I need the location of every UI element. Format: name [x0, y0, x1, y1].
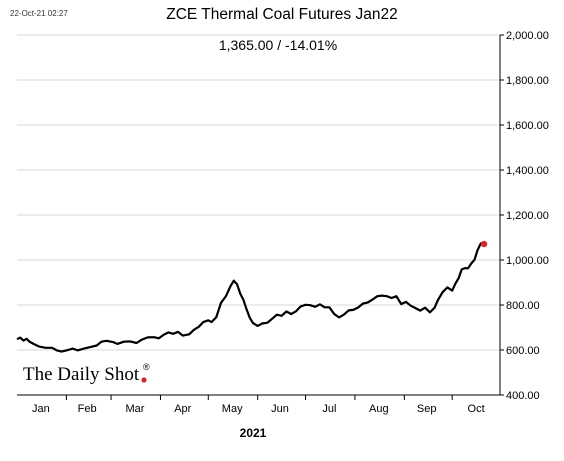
x-tick-label: Aug [369, 403, 389, 415]
x-tick-label: Mar [125, 403, 144, 415]
x-tick-label: Apr [174, 403, 191, 415]
y-tick-label: 2,000.00 [506, 30, 549, 42]
logo-text: The Daily Shot [23, 364, 140, 385]
x-tick-label: Jun [271, 403, 289, 415]
x-tick-label: Oct [468, 403, 485, 415]
y-axis-ticks: 400.00 600.00 800.00 1,000.00 1,200.00 1,400.… [500, 30, 549, 402]
logo-dot-icon [141, 377, 147, 383]
y-tick-label: 1,200.00 [506, 210, 549, 222]
x-tick-label: Feb [78, 403, 97, 415]
headline-value: 1,365.00 / -14.01% [219, 37, 337, 53]
y-tick-label: 1,800.00 [506, 75, 549, 87]
timestamp: 22-Oct-21 02:27 [10, 9, 68, 18]
x-axis-ticks: Jan Feb Mar Apr May Jun Jul Aug Sep Oct [32, 395, 485, 415]
x-tick-label: Jul [322, 403, 336, 415]
y-tick-label: 1,000.00 [506, 255, 549, 267]
y-tick-label: 600.00 [506, 345, 540, 357]
x-axis-label: 2021 [240, 426, 267, 440]
x-tick-label: Jan [32, 403, 50, 415]
y-tick-label: 1,600.00 [506, 120, 549, 132]
logo-registered-mark: ® [143, 362, 150, 372]
y-tick-label: 800.00 [506, 300, 540, 312]
y-tick-label: 400.00 [506, 390, 540, 402]
x-tick-label: Sep [417, 403, 437, 415]
last-point-marker [480, 240, 488, 248]
series-layer [16, 240, 488, 353]
x-tick-label: May [222, 403, 243, 415]
gridlines [17, 34, 500, 351]
chart-title: ZCE Thermal Coal Futures Jan22 [166, 6, 397, 23]
logo: The Daily Shot ® [23, 362, 150, 385]
y-tick-label: 1,400.00 [506, 165, 549, 177]
price-line [16, 242, 485, 353]
